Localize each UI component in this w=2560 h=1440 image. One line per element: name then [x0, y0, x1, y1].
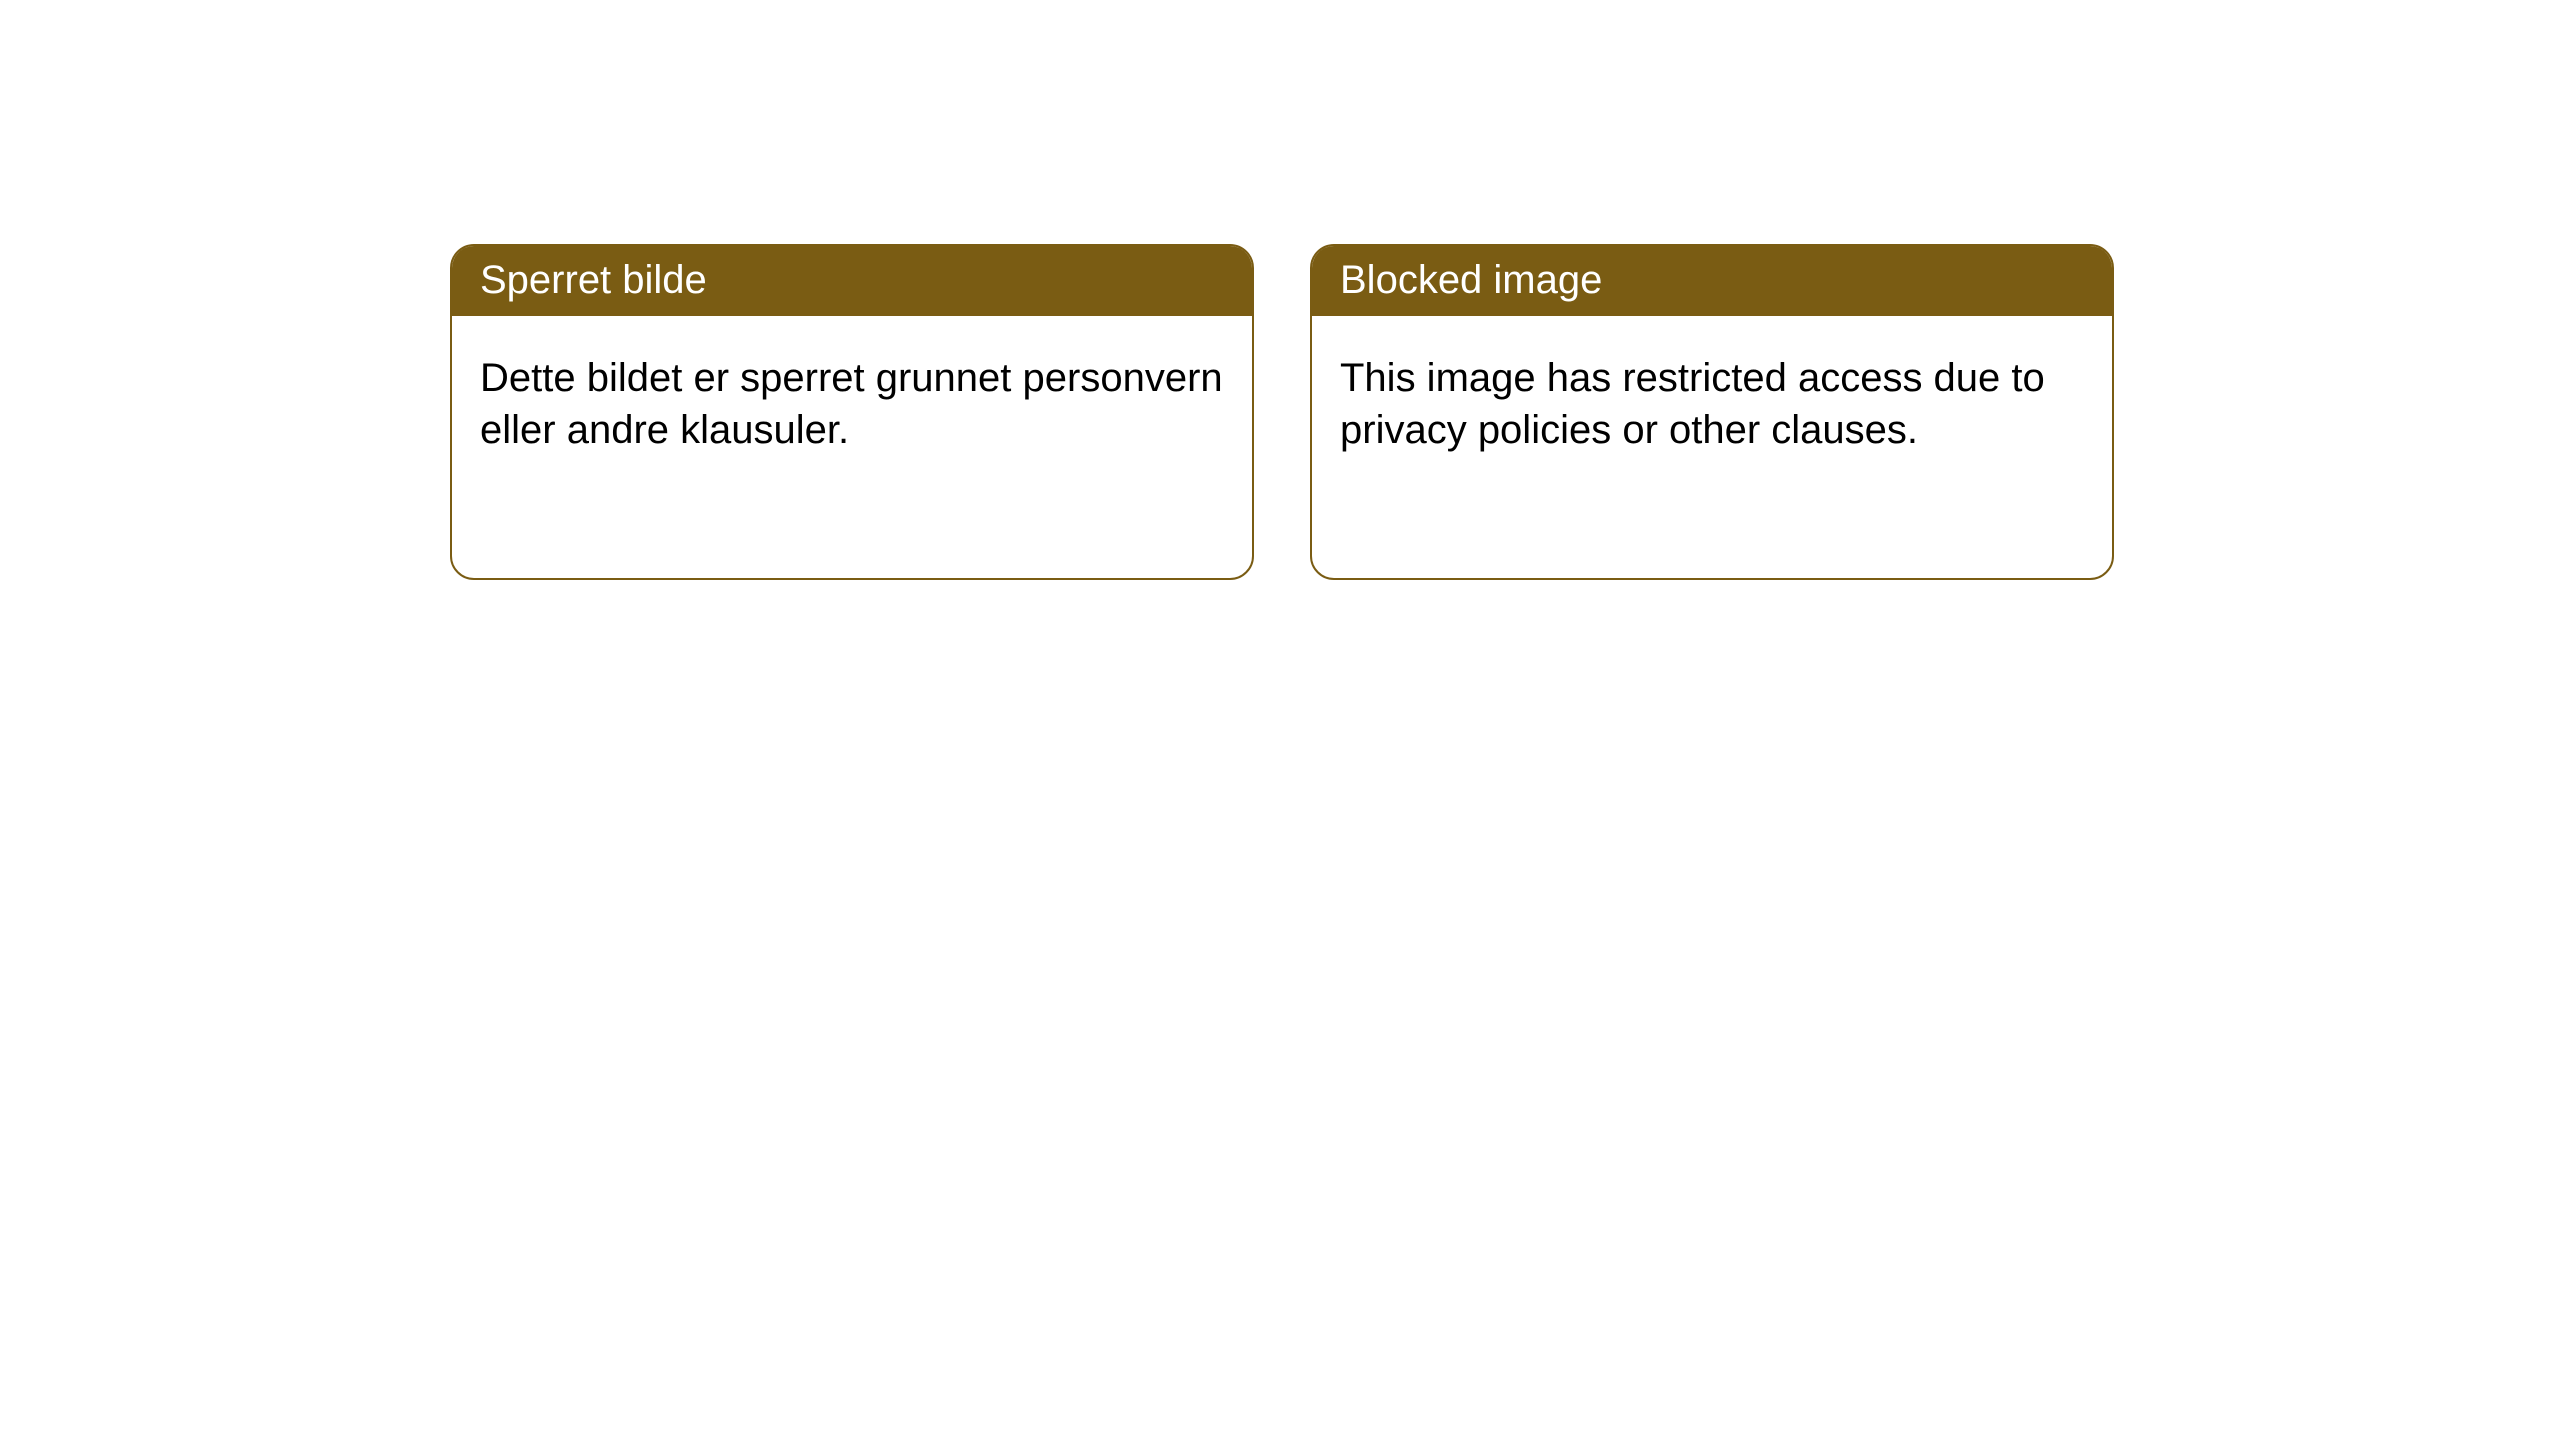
card-header: Sperret bilde — [452, 246, 1252, 316]
card-norwegian: Sperret bilde Dette bildet er sperret gr… — [450, 244, 1254, 580]
card-header: Blocked image — [1312, 246, 2112, 316]
card-english: Blocked image This image has restricted … — [1310, 244, 2114, 580]
card-body: Dette bildet er sperret grunnet personve… — [452, 316, 1252, 492]
card-body: This image has restricted access due to … — [1312, 316, 2112, 492]
cards-container: Sperret bilde Dette bildet er sperret gr… — [0, 0, 2560, 580]
